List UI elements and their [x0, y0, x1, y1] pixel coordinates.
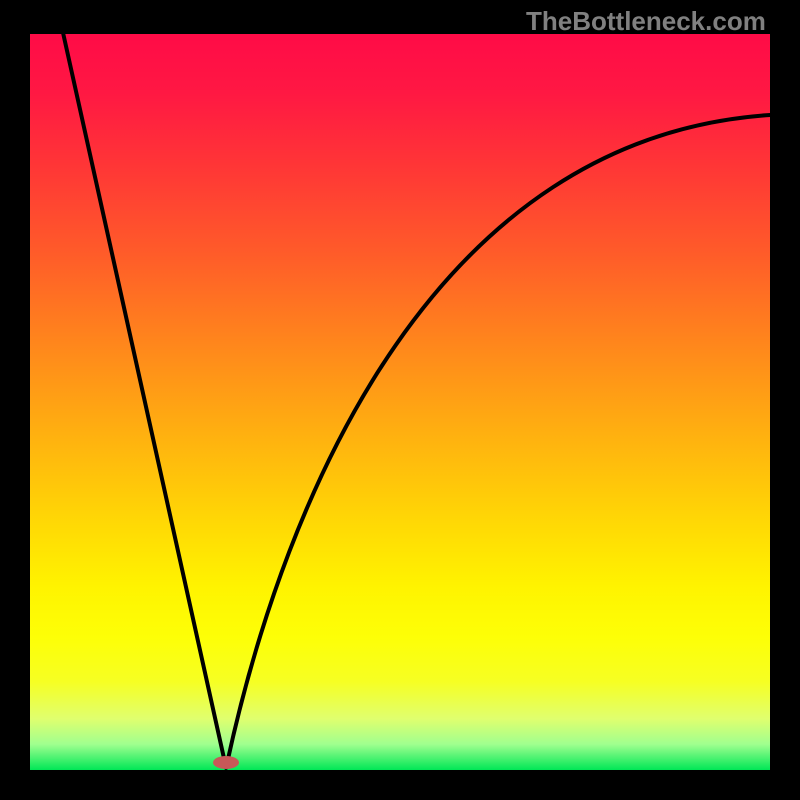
chart-frame: TheBottleneck.com — [0, 0, 800, 800]
plot-area — [30, 34, 770, 770]
watermark-text: TheBottleneck.com — [526, 6, 766, 37]
